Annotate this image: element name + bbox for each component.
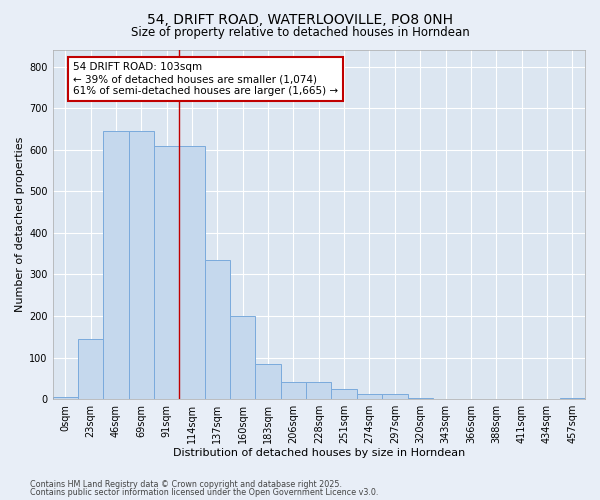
Bar: [179, 146, 205, 399]
X-axis label: Distribution of detached houses by size in Horndean: Distribution of detached houses by size …: [173, 448, 465, 458]
Bar: [230, 316, 256, 399]
Bar: [407, 398, 433, 399]
Bar: [560, 398, 585, 399]
Bar: [281, 382, 306, 399]
Text: Contains HM Land Registry data © Crown copyright and database right 2025.: Contains HM Land Registry data © Crown c…: [30, 480, 342, 489]
Bar: [154, 146, 179, 399]
Text: Size of property relative to detached houses in Horndean: Size of property relative to detached ho…: [131, 26, 469, 39]
Bar: [357, 394, 382, 399]
Y-axis label: Number of detached properties: Number of detached properties: [15, 137, 25, 312]
Bar: [128, 131, 154, 399]
Bar: [382, 394, 407, 399]
Text: 54 DRIFT ROAD: 103sqm
← 39% of detached houses are smaller (1,074)
61% of semi-d: 54 DRIFT ROAD: 103sqm ← 39% of detached …: [73, 62, 338, 96]
Bar: [306, 382, 331, 399]
Bar: [103, 131, 128, 399]
Bar: [78, 339, 103, 399]
Bar: [331, 388, 357, 399]
Text: Contains public sector information licensed under the Open Government Licence v3: Contains public sector information licen…: [30, 488, 379, 497]
Bar: [205, 260, 230, 399]
Bar: [53, 397, 78, 399]
Bar: [256, 364, 281, 399]
Text: 54, DRIFT ROAD, WATERLOOVILLE, PO8 0NH: 54, DRIFT ROAD, WATERLOOVILLE, PO8 0NH: [147, 12, 453, 26]
